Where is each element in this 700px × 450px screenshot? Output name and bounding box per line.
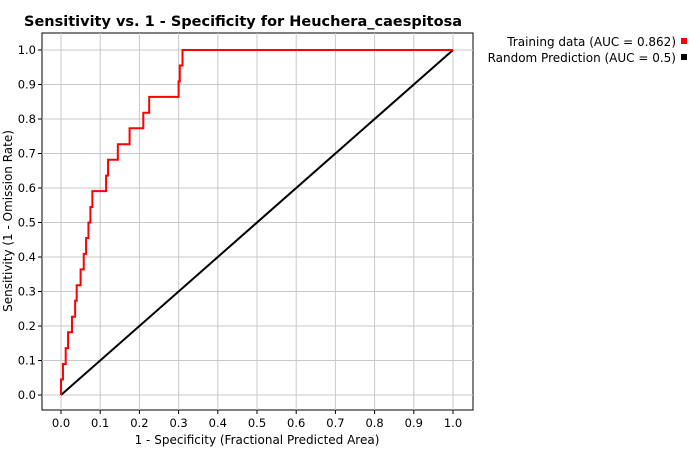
x-tick-label: 0.4 xyxy=(209,416,227,430)
legend-swatch xyxy=(681,38,687,44)
x-axis-label: 1 - Specificity (Fractional Predicted Ar… xyxy=(135,433,380,447)
legend-label: Training data (AUC = 0.862) xyxy=(506,35,676,49)
x-axis-ticks: 0.0 0.1 0.2 0.3 0.4 0.5 0.6 0.7 0.8 0.9 1.0 xyxy=(52,410,462,430)
x-tick-label: 0.6 xyxy=(287,416,305,430)
x-tick-label: 0.3 xyxy=(169,416,187,430)
x-tick-label: 0.2 xyxy=(130,416,148,430)
legend-label: Random Prediction (AUC = 0.5) xyxy=(488,51,676,65)
y-axis-ticks: 0.0 0.1 0.2 0.3 0.4 0.5 0.6 0.7 0.8 0.9 1.0 xyxy=(18,43,42,402)
y-tick-label: 0.0 xyxy=(18,388,36,402)
grid-lines xyxy=(42,33,473,410)
y-tick-label: 0.6 xyxy=(18,181,36,195)
random-prediction-line xyxy=(60,49,454,396)
x-tick-label: 0.8 xyxy=(365,416,383,430)
y-tick-label: 0.1 xyxy=(18,354,36,368)
chart-title: Sensitivity vs. 1 - Specificity for Heuc… xyxy=(24,14,462,30)
y-tick-label: 0.5 xyxy=(18,216,36,230)
y-axis-label: Sensitivity (1 - Omission Rate) xyxy=(1,130,15,312)
x-tick-label: 0.7 xyxy=(326,416,344,430)
y-tick-label: 0.3 xyxy=(18,285,36,299)
legend-swatch xyxy=(681,54,687,60)
y-tick-label: 1.0 xyxy=(18,43,36,57)
legend: Training data (AUC = 0.862) Random Predic… xyxy=(488,35,687,65)
y-tick-label: 0.2 xyxy=(18,319,36,333)
x-tick-label: 1.0 xyxy=(444,416,462,430)
x-tick-label: 0.9 xyxy=(405,416,423,430)
y-tick-label: 0.9 xyxy=(18,78,36,92)
training-data-curve xyxy=(60,49,453,395)
y-tick-label: 0.4 xyxy=(18,250,36,264)
x-tick-label: 0.1 xyxy=(91,416,109,430)
y-tick-label: 0.7 xyxy=(18,147,36,161)
plot-area: 0.0 0.1 0.2 0.3 0.4 0.5 0.6 0.7 0.8 0.9 1.0 0.0 0.1… xyxy=(18,32,474,430)
x-tick-label: 0.5 xyxy=(248,416,266,430)
x-tick-label: 0.0 xyxy=(52,416,70,430)
y-tick-label: 0.8 xyxy=(18,112,36,126)
series-layer xyxy=(60,49,454,396)
